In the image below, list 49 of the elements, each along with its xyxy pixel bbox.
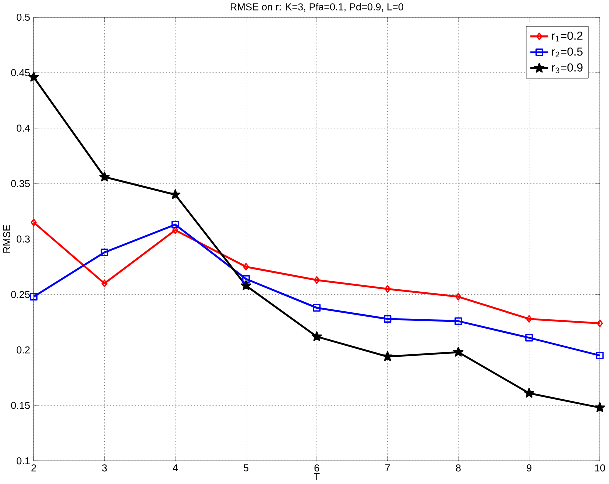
point [30,293,38,301]
point [596,352,604,360]
y-tick-label: 0.4 [16,125,30,132]
x-tick-label: 8 [456,464,461,472]
x-tick-label: 9 [527,464,532,472]
point [384,316,392,324]
x-axis-title: T [314,474,320,480]
point [594,402,606,413]
y-tick-label: 0.5 [16,14,30,22]
x-tick-label: 4 [172,464,178,472]
point [526,316,532,324]
chart-title: RMSE on r: K=3, Pfa=0.1, Pd=0.9, L=0 [230,4,404,12]
point [453,347,464,358]
point [454,318,462,326]
y-tick-label: 0.45 [11,70,30,77]
point [172,226,179,234]
x-tick-label: 6 [314,464,320,472]
point [241,280,252,291]
x-tick-label: 2 [32,464,36,472]
point [312,332,322,342]
legend-label: r$_{2}$=0.5 [552,48,583,58]
x-tick-label: 3 [102,464,108,472]
point [524,388,534,398]
point [526,334,534,342]
y-tick-label: 0.3 [16,236,30,244]
point [456,293,462,301]
point [382,352,393,362]
point [384,286,391,294]
point [100,172,110,182]
point [242,276,250,284]
y-axis-title: RMSE [3,226,10,254]
y-tick-label: 0.15 [11,402,30,410]
y-tick-label: 0.35 [11,180,30,188]
point [313,304,321,312]
y-tick-label: 0.1 [16,458,30,465]
point [28,72,40,82]
y-tick-label: 0.25 [11,291,30,299]
point [243,263,250,272]
point [100,249,109,257]
point [102,280,108,288]
legend-label: r$_{1}$=0.2 [552,32,583,42]
x-tick-label: 10 [595,464,606,472]
point [172,221,180,229]
x-tick-label: 7 [386,464,390,472]
y-tick-label: 0.2 [16,346,30,354]
point [170,190,181,200]
x-tick-label: 5 [244,464,249,472]
point [314,276,320,284]
legend-label: r$_{3}$=0.9 [552,64,583,74]
